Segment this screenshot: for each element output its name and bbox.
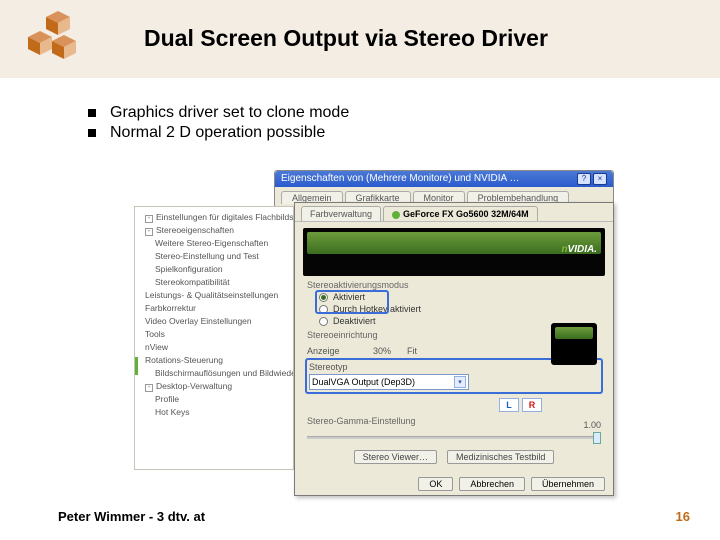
tree-item[interactable]: Stereo-Einstellung und Test: [137, 250, 291, 263]
tree-item[interactable]: Video Overlay Einstellungen: [137, 315, 291, 328]
section-gamma-label: Stereo-Gamma-Einstellung: [307, 416, 613, 426]
bullet-1: Graphics driver set to clone mode: [110, 104, 349, 122]
gamma-value: 1.00: [583, 420, 601, 430]
tab-geforce[interactable]: GeForce FX Go5600 32M/64M: [383, 206, 538, 221]
tree-item[interactable]: -Desktop-Verwaltung: [137, 380, 291, 393]
tree-item[interactable]: -Einstellungen für digitales Flachbildsc…: [137, 211, 291, 224]
cancel-button[interactable]: Abbrechen: [459, 477, 525, 491]
chevron-down-icon[interactable]: ▾: [454, 376, 466, 388]
highlight-box-1: [315, 290, 389, 314]
tree-item[interactable]: -Stereoeigenschaften: [137, 224, 291, 237]
embedded-screenshot: Eigenschaften von (Mehrere Monitore) und…: [134, 170, 614, 496]
section-activation-label: Stereoaktivierungsmodus: [307, 280, 613, 290]
tree-item[interactable]: Leistungs- & Qualitätseinstellungen: [137, 289, 291, 302]
tree-item[interactable]: Stereokompatibilität: [137, 276, 291, 289]
tree-item[interactable]: Weitere Stereo-Eigenschaften: [137, 237, 291, 250]
tree-item[interactable]: Hot Keys: [137, 406, 291, 419]
bullet-list: Graphics driver set to clone mode Normal…: [88, 104, 349, 144]
logo-cubes: [22, 11, 80, 67]
nvidia-stereo-dialog: Farbverwaltung GeForce FX Go5600 32M/64M…: [294, 202, 614, 496]
nvidia-mini-card: [551, 323, 597, 365]
stereo-viewer-button[interactable]: Stereo Viewer…: [354, 450, 437, 464]
lr-buttons: L R: [499, 398, 613, 412]
titlebar-text: Eigenschaften von (Mehrere Monitore) und…: [281, 173, 519, 185]
apply-button[interactable]: Übernehmen: [531, 477, 605, 491]
tree-item[interactable]: Rotations-Steuerung: [137, 354, 291, 367]
tab-geforce-label: GeForce FX Go5600 32M/64M: [403, 209, 529, 219]
stereotype-value: DualVGA Output (Dep3D): [312, 377, 415, 387]
nvidia-tree-panel[interactable]: -Einstellungen für digitales Flachbildsc…: [134, 206, 294, 470]
bullet-2: Normal 2 D operation possible: [110, 124, 325, 142]
help-button[interactable]: ?: [577, 173, 591, 185]
tree-item[interactable]: Profile: [137, 393, 291, 406]
tab-farbverwaltung[interactable]: Farbverwaltung: [301, 206, 381, 221]
tree-item[interactable]: Farbkorrektur: [137, 302, 291, 315]
stereotype-dropdown[interactable]: DualVGA Output (Dep3D) ▾: [309, 374, 469, 390]
nvidia-banner: nnVIDIAVIDIA.: [303, 228, 605, 276]
tree-item[interactable]: Spielkonfiguration: [137, 263, 291, 276]
footer-author: Peter Wimmer - 3 dtv. at: [58, 509, 205, 524]
right-eye-button[interactable]: R: [522, 398, 542, 412]
tree-item[interactable]: nView: [137, 341, 291, 354]
close-button[interactable]: ×: [593, 173, 607, 185]
dd-pct: 30%: [367, 346, 397, 356]
left-eye-button[interactable]: L: [499, 398, 519, 412]
gamma-slider[interactable]: 1.00: [307, 430, 601, 444]
testbild-button[interactable]: Medizinisches Testbild: [447, 450, 554, 464]
ok-button[interactable]: OK: [418, 477, 453, 491]
tree-item[interactable]: Bildschirmauflösungen und Bildwiederholf…: [137, 367, 291, 380]
slide-title: Dual Screen Output via Stereo Driver: [144, 25, 548, 52]
dd-unit: Fit: [397, 346, 427, 356]
footer-page-number: 16: [676, 509, 690, 524]
tree-item[interactable]: Tools: [137, 328, 291, 341]
tree-handle[interactable]: [134, 357, 138, 375]
dd-anzeige-label: Anzeige: [307, 346, 367, 356]
radio-group-activation: Aktiviert Durch Hotkey aktiviert Deaktiv…: [319, 292, 613, 326]
titlebar[interactable]: Eigenschaften von (Mehrere Monitore) und…: [275, 171, 613, 187]
